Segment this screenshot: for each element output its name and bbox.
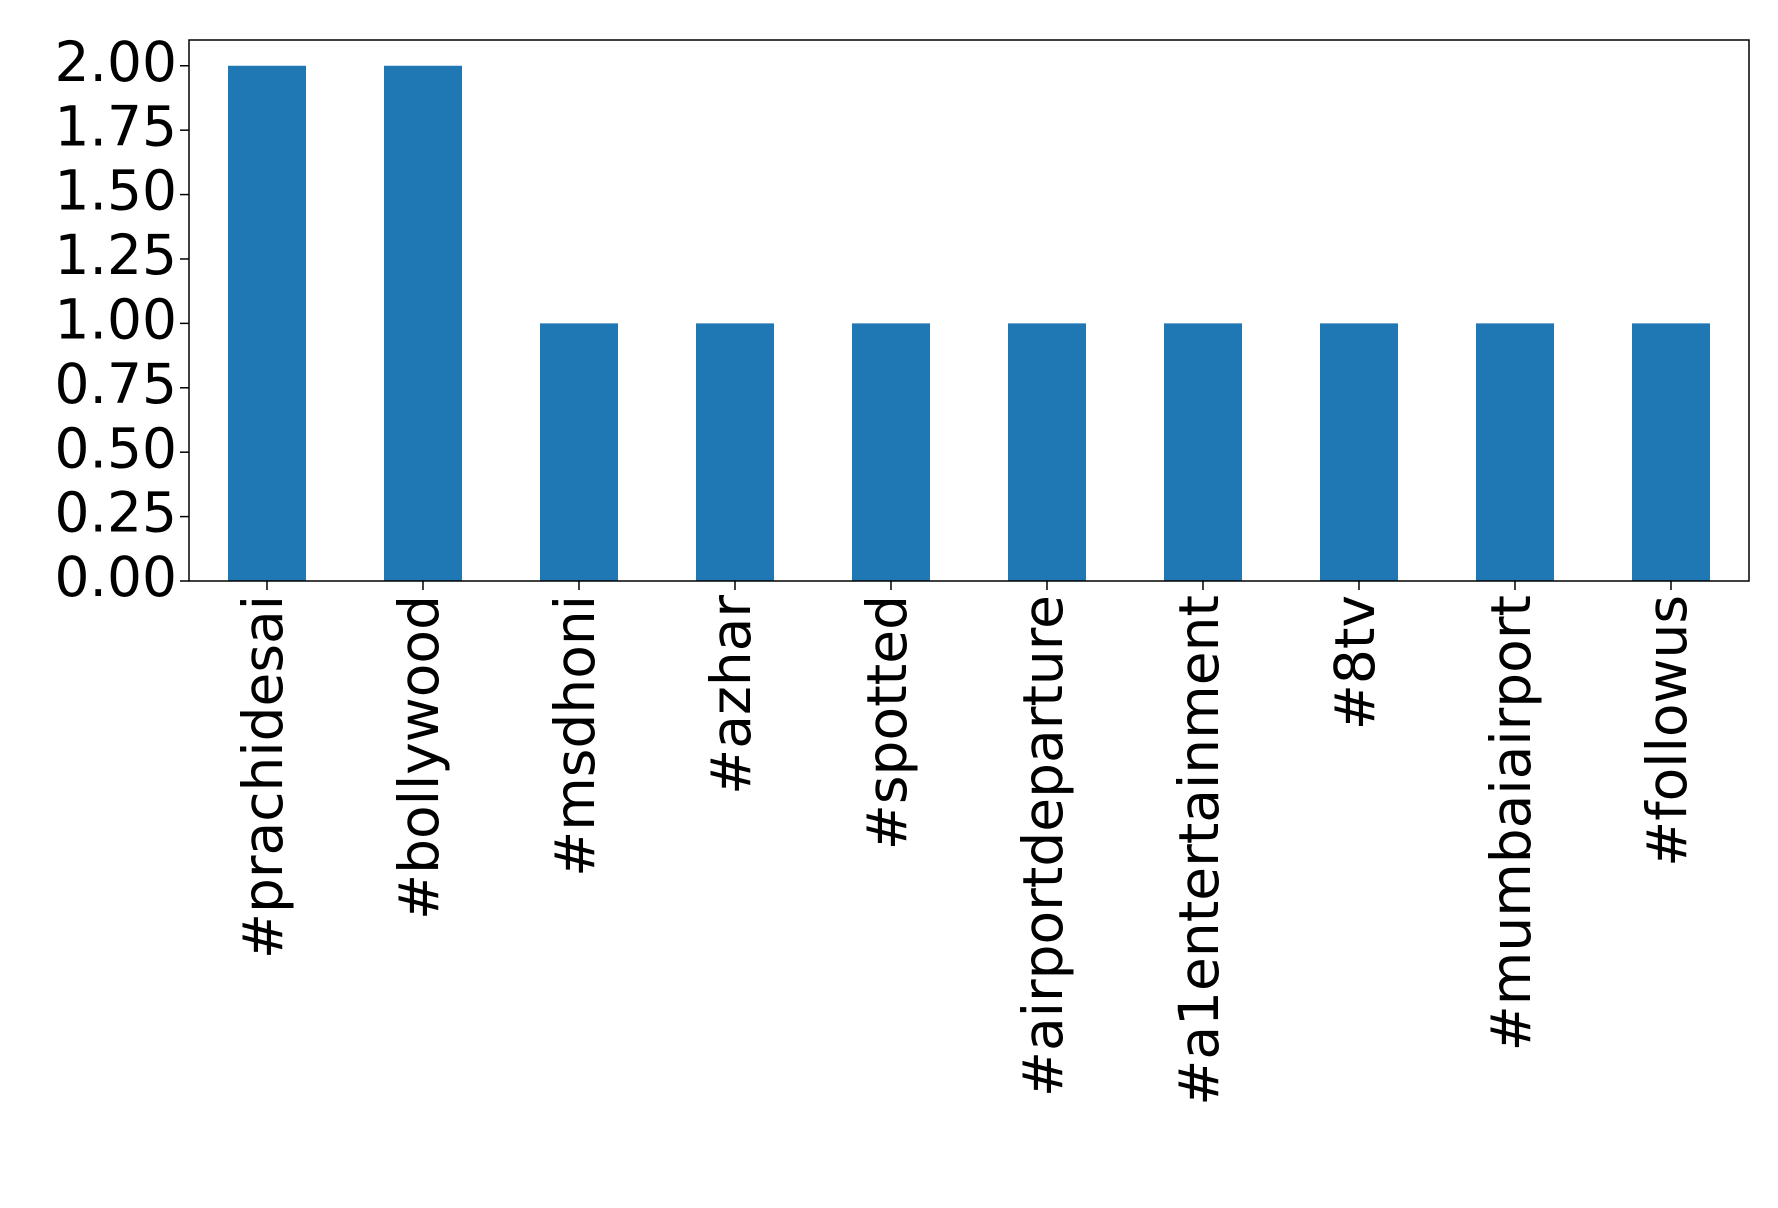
y-tick-label: 1.25 xyxy=(55,223,177,287)
y-tick-label: 0.25 xyxy=(55,481,177,545)
x-tick-label: #bollywood xyxy=(387,595,451,920)
bar xyxy=(696,323,774,581)
y-tick-label: 1.75 xyxy=(55,94,177,158)
bar xyxy=(1164,323,1242,581)
y-tick-label: 1.50 xyxy=(55,159,177,223)
x-tick-label: #msdhoni xyxy=(543,595,607,877)
x-tick-label: #a1entertainment xyxy=(1167,595,1231,1106)
bar xyxy=(384,65,462,581)
x-tick-label: #azhar xyxy=(699,595,763,795)
bar xyxy=(852,323,930,581)
x-tick-label: #spotted xyxy=(855,595,919,850)
y-tick-label: 0.75 xyxy=(55,352,177,416)
y-tick-label: 2.00 xyxy=(55,30,177,94)
bar xyxy=(1476,323,1554,581)
bar xyxy=(1632,323,1710,581)
bar xyxy=(1320,323,1398,581)
bar xyxy=(1008,323,1086,581)
plot-frame xyxy=(188,39,1750,582)
bar xyxy=(540,323,618,581)
x-tick-label: #8tv xyxy=(1323,595,1387,730)
y-tick-label: 0.00 xyxy=(55,545,177,609)
x-tick-label: #followus xyxy=(1635,595,1699,867)
y-tick-label: 1.00 xyxy=(55,288,177,352)
x-tick-label: #mumbaiairport xyxy=(1479,595,1543,1051)
x-tick-label: #airportdeparture xyxy=(1011,595,1075,1097)
x-tick-label: #prachidesai xyxy=(231,595,295,959)
y-tick-label: 0.50 xyxy=(55,416,177,480)
bar xyxy=(228,65,306,581)
